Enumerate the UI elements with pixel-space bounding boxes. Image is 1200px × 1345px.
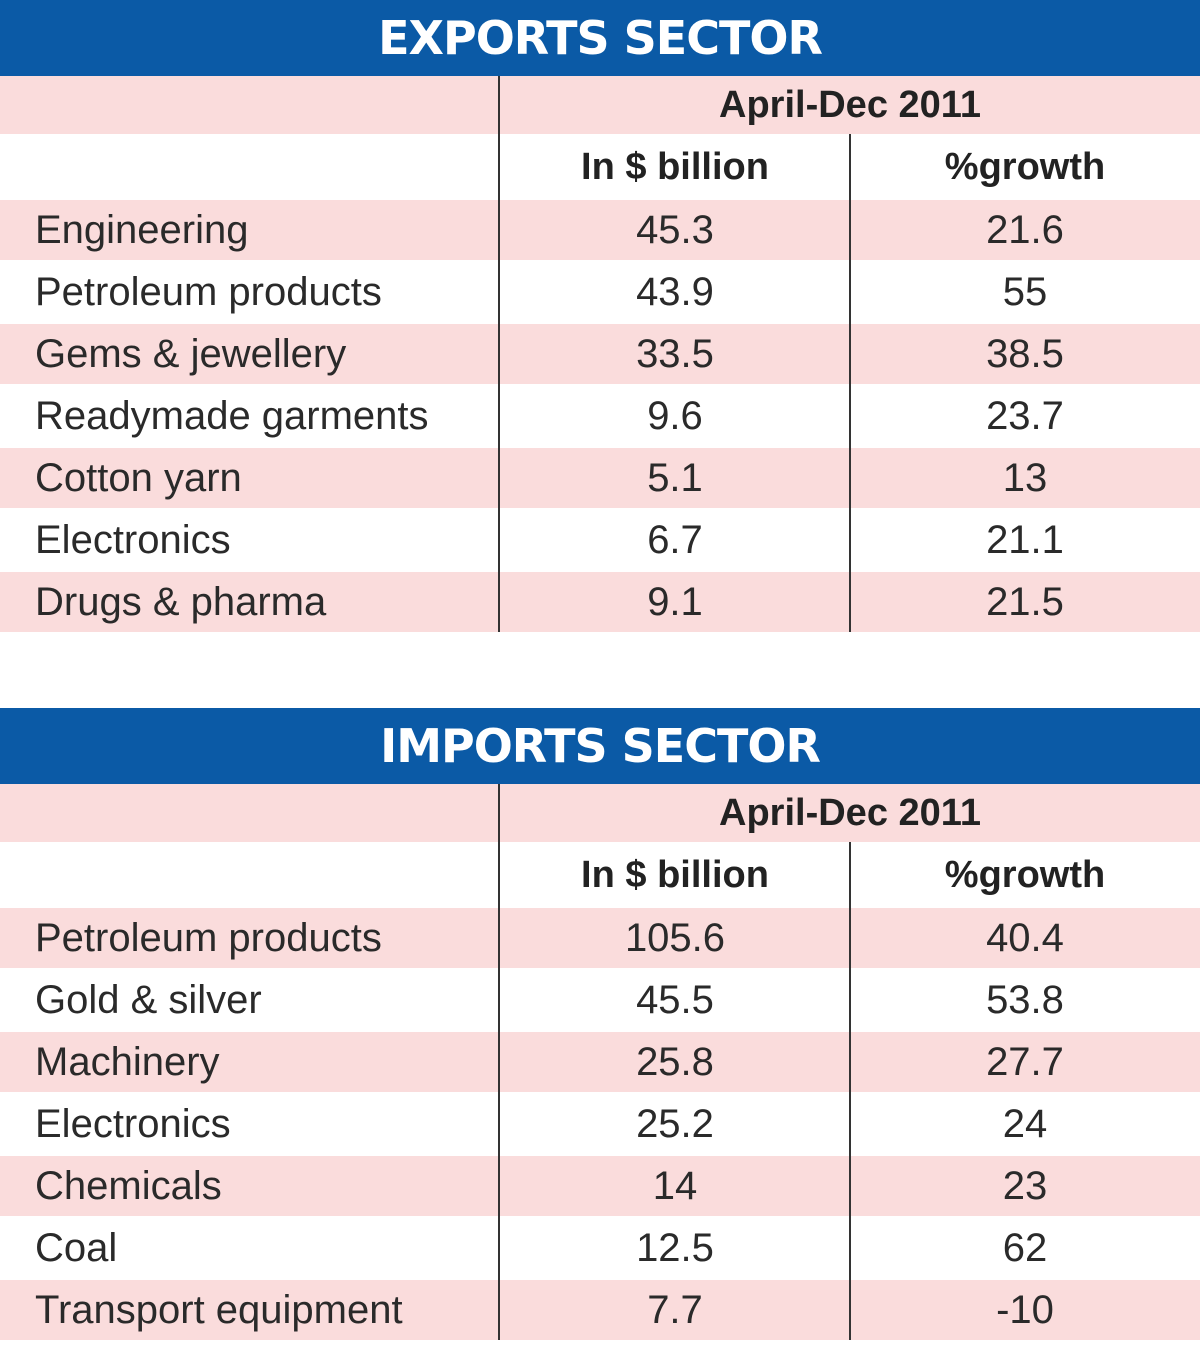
exports-row-value: 6.7 bbox=[647, 517, 703, 562]
exports-divider-label bbox=[498, 76, 500, 632]
exports-row-growth: 38.5 bbox=[986, 331, 1064, 376]
imports-header-blank bbox=[0, 784, 500, 842]
exports-row-growth: 23.7 bbox=[986, 393, 1064, 438]
imports-columns-row: In $ billion %growth bbox=[0, 842, 1200, 908]
exports-table-row: Cotton yarn 5.1 13 bbox=[0, 448, 1200, 508]
imports-row-label: Chemicals bbox=[35, 1163, 222, 1208]
imports-table-row: Coal 12.5 62 bbox=[0, 1218, 1200, 1278]
imports-table-row: Electronics 25.2 24 bbox=[0, 1094, 1200, 1154]
exports-row-value: 43.9 bbox=[636, 269, 714, 314]
exports-divider-values bbox=[849, 134, 851, 632]
exports-row-gap bbox=[0, 260, 1200, 262]
exports-header-blank bbox=[0, 76, 500, 134]
exports-table-row: Readymade garments 9.6 23.7 bbox=[0, 386, 1200, 446]
exports-row-label: Drugs & pharma bbox=[35, 579, 327, 624]
exports-row-value: 33.5 bbox=[636, 331, 714, 376]
imports-table-row: Machinery 25.8 27.7 bbox=[0, 1032, 1200, 1092]
exports-table-row: Electronics 6.7 21.1 bbox=[0, 510, 1200, 570]
imports-columns-blank bbox=[0, 842, 500, 908]
imports-row-growth: 24 bbox=[1002, 1101, 1048, 1146]
imports-col-growth-header: %growth bbox=[944, 853, 1106, 896]
exports-col-growth-header: %growth bbox=[944, 145, 1106, 188]
exports-row-growth: 55 bbox=[1002, 269, 1048, 314]
exports-row-label: Cotton yarn bbox=[35, 455, 242, 500]
exports-row-label: Electronics bbox=[35, 517, 231, 562]
exports-table-row: Gems & jewellery 33.5 38.5 bbox=[0, 324, 1200, 384]
imports-title: IMPORTS SECTOR bbox=[0, 708, 1200, 784]
exports-period-row: April-Dec 2011 bbox=[0, 76, 1200, 134]
imports-row-growth: 40.4 bbox=[986, 915, 1064, 960]
exports-row-label: Engineering bbox=[35, 207, 249, 252]
exports-row-value: 5.1 bbox=[647, 455, 703, 500]
exports-columns-row: In $ billion %growth bbox=[0, 134, 1200, 200]
exports-row-label: Gems & jewellery bbox=[35, 331, 347, 376]
imports-period-row: April-Dec 2011 bbox=[0, 784, 1200, 842]
imports-row-value: 12.5 bbox=[636, 1225, 714, 1270]
exports-row-label: Petroleum products bbox=[35, 269, 382, 314]
exports-row-growth: 21.6 bbox=[986, 207, 1064, 252]
imports-table-row: Gold & silver 45.5 53.8 bbox=[0, 970, 1200, 1030]
imports-period: April-Dec 2011 bbox=[719, 791, 981, 834]
imports-row-gap bbox=[0, 968, 1200, 970]
exports-row-growth: 21.5 bbox=[986, 579, 1064, 624]
imports-table-row: Chemicals 14 23 bbox=[0, 1156, 1200, 1216]
imports-row-gap bbox=[0, 1278, 1200, 1280]
exports-table-row: Petroleum products 43.9 55 bbox=[0, 262, 1200, 322]
imports-row-label: Coal bbox=[35, 1225, 118, 1270]
imports-row-value: 25.8 bbox=[636, 1039, 714, 1084]
exports-title: EXPORTS SECTOR bbox=[0, 0, 1200, 76]
imports-row-growth: 62 bbox=[1002, 1225, 1048, 1270]
exports-row-growth: 21.1 bbox=[986, 517, 1064, 562]
imports-table-row: Petroleum products 105.6 40.4 bbox=[0, 908, 1200, 968]
exports-row-gap bbox=[0, 570, 1200, 572]
imports-row-gap bbox=[0, 1216, 1200, 1218]
exports-row-gap bbox=[0, 322, 1200, 324]
exports-columns-blank bbox=[0, 134, 500, 200]
exports-table-row: Engineering 45.3 21.6 bbox=[0, 200, 1200, 260]
exports-row-value: 9.6 bbox=[647, 393, 703, 438]
imports-row-value: 25.2 bbox=[636, 1101, 714, 1146]
imports-table: IMPORTS SECTOR April-Dec 2011 In $ billion… bbox=[0, 708, 1200, 1340]
imports-row-value: 45.5 bbox=[636, 977, 714, 1022]
exports-row-gap bbox=[0, 508, 1200, 510]
imports-row-gap bbox=[0, 1092, 1200, 1094]
exports-col-value-header: In $ billion bbox=[581, 145, 769, 188]
imports-row-growth: -10 bbox=[996, 1287, 1054, 1332]
imports-row-gap bbox=[0, 1030, 1200, 1032]
imports-row-label: Petroleum products bbox=[35, 915, 382, 960]
exports-row-label: Readymade garments bbox=[35, 393, 429, 438]
exports-row-gap bbox=[0, 384, 1200, 386]
imports-row-value: 7.7 bbox=[647, 1287, 703, 1332]
imports-divider-label bbox=[498, 784, 500, 1340]
imports-row-value: 14 bbox=[652, 1163, 698, 1208]
imports-row-label: Gold & silver bbox=[35, 977, 262, 1022]
exports-row-gap bbox=[0, 446, 1200, 448]
imports-row-label: Electronics bbox=[35, 1101, 231, 1146]
imports-row-gap bbox=[0, 1154, 1200, 1156]
imports-divider-values bbox=[849, 842, 851, 1340]
imports-row-label: Transport equipment bbox=[35, 1287, 403, 1332]
imports-row-value: 105.6 bbox=[624, 915, 726, 960]
imports-row-growth: 53.8 bbox=[986, 977, 1064, 1022]
imports-row-growth: 23 bbox=[1002, 1163, 1048, 1208]
exports-table: EXPORTS SECTOR April-Dec 2011 In $ billion… bbox=[0, 0, 1200, 632]
exports-period: April-Dec 2011 bbox=[719, 83, 981, 126]
exports-row-value: 9.1 bbox=[647, 579, 703, 624]
exports-row-growth: 13 bbox=[1002, 455, 1048, 500]
imports-row-growth: 27.7 bbox=[986, 1039, 1064, 1084]
exports-table-row: Drugs & pharma 9.1 21.5 bbox=[0, 572, 1200, 632]
imports-col-value-header: In $ billion bbox=[581, 853, 769, 896]
imports-row-label: Machinery bbox=[35, 1039, 220, 1084]
exports-row-value: 45.3 bbox=[636, 207, 714, 252]
imports-table-row: Transport equipment 7.7 -10 bbox=[0, 1280, 1200, 1340]
